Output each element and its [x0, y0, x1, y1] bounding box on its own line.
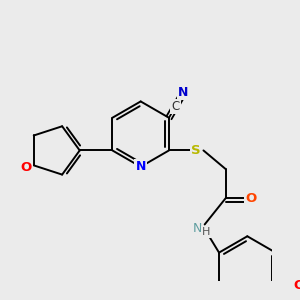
- Text: N: N: [178, 86, 189, 99]
- Text: O: O: [294, 279, 300, 292]
- Text: N: N: [136, 160, 146, 173]
- Text: C: C: [171, 100, 180, 113]
- Text: O: O: [245, 192, 257, 205]
- Text: N: N: [193, 222, 202, 235]
- Text: S: S: [191, 144, 201, 157]
- Text: H: H: [202, 227, 211, 237]
- Text: O: O: [21, 161, 32, 174]
